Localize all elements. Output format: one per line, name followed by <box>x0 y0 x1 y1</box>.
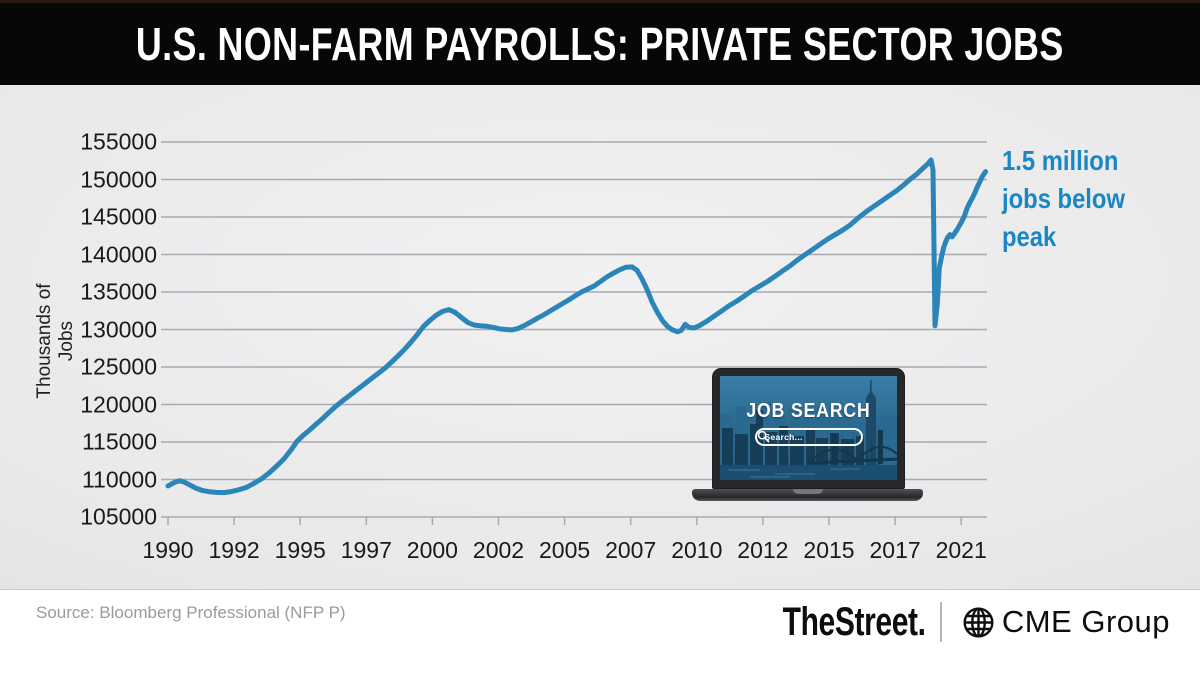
y-tick-label: 150000 <box>80 166 157 192</box>
y-tick-label: 145000 <box>80 203 157 230</box>
cme-group-logo: CME Group <box>962 604 1170 640</box>
y-tick-label: 155000 <box>80 128 157 155</box>
annotation-line-3: peak <box>1002 221 1057 252</box>
laptop-screen: JOB SEARCH Search... <box>712 368 905 489</box>
title-banner: U.S. NON-FARM PAYROLLS: PRIVATE SECTOR J… <box>0 0 1200 85</box>
x-tick-label: 2021 <box>935 537 987 563</box>
laptop-notch <box>792 489 823 494</box>
annotation-line-1: 1.5 million <box>1002 145 1119 176</box>
laptop-base <box>692 489 923 501</box>
annotation-line-2: jobs below <box>1002 183 1125 214</box>
y-tick-label: 115000 <box>81 428 157 455</box>
y-tick-label: 110000 <box>81 466 157 492</box>
y-tick-label: 125000 <box>80 353 157 380</box>
x-tick-label: 1997 <box>340 537 392 563</box>
chart-annotation: 1.5 million jobs below peak <box>1002 142 1125 256</box>
search-input: Search... <box>754 428 863 446</box>
x-tick-label: 2012 <box>737 537 789 563</box>
x-tick-label: 1995 <box>274 537 326 563</box>
x-tick-label: 2007 <box>605 537 657 563</box>
x-tick-label: 2015 <box>803 537 855 563</box>
logo-divider <box>939 602 942 642</box>
brand-logos: TheStreet. CME Group <box>735 599 1170 645</box>
x-tick-label: 1992 <box>208 537 260 563</box>
y-tick-label: 105000 <box>80 503 157 530</box>
x-tick-label: 2002 <box>472 537 525 563</box>
x-tick-label: 1990 <box>142 537 194 563</box>
laptop-screen-content: JOB SEARCH Search... <box>720 376 897 480</box>
city-skyline-graphic <box>720 380 897 480</box>
x-tick-label: 2017 <box>869 537 921 563</box>
y-tick-label: 120000 <box>80 391 157 417</box>
y-tick-label: 135000 <box>80 278 157 305</box>
laptop-illustration: JOB SEARCH Search... <box>692 368 923 503</box>
payrolls-series-line <box>165 157 989 496</box>
page-title: U.S. NON-FARM PAYROLLS: PRIVATE SECTOR J… <box>136 18 1064 70</box>
y-axis-title: Thousands of Jobs <box>34 283 77 399</box>
cme-group-label: CME Group <box>1001 604 1170 639</box>
search-icon <box>757 430 769 443</box>
y-tick-label: 140000 <box>80 241 157 267</box>
search-placeholder: Search... <box>764 432 803 442</box>
x-tick-label: 2000 <box>406 537 458 563</box>
thestreet-logo: TheStreet. <box>782 599 926 644</box>
y-tick-label: 130000 <box>80 316 157 342</box>
x-tick-label: 2010 <box>671 537 723 563</box>
footer: Source: Bloomberg Professional (NFP P) T… <box>0 589 1200 676</box>
chart-area: Thousands of Jobs 155000 150000 145000 1400… <box>0 85 1200 589</box>
source-citation: Source: Bloomberg Professional (NFP P) <box>36 603 346 622</box>
x-tick-label: 2005 <box>539 537 591 563</box>
laptop-screen-title: JOB SEARCH <box>746 400 871 422</box>
payrolls-line-chart <box>161 141 989 525</box>
globe-icon <box>963 606 994 638</box>
